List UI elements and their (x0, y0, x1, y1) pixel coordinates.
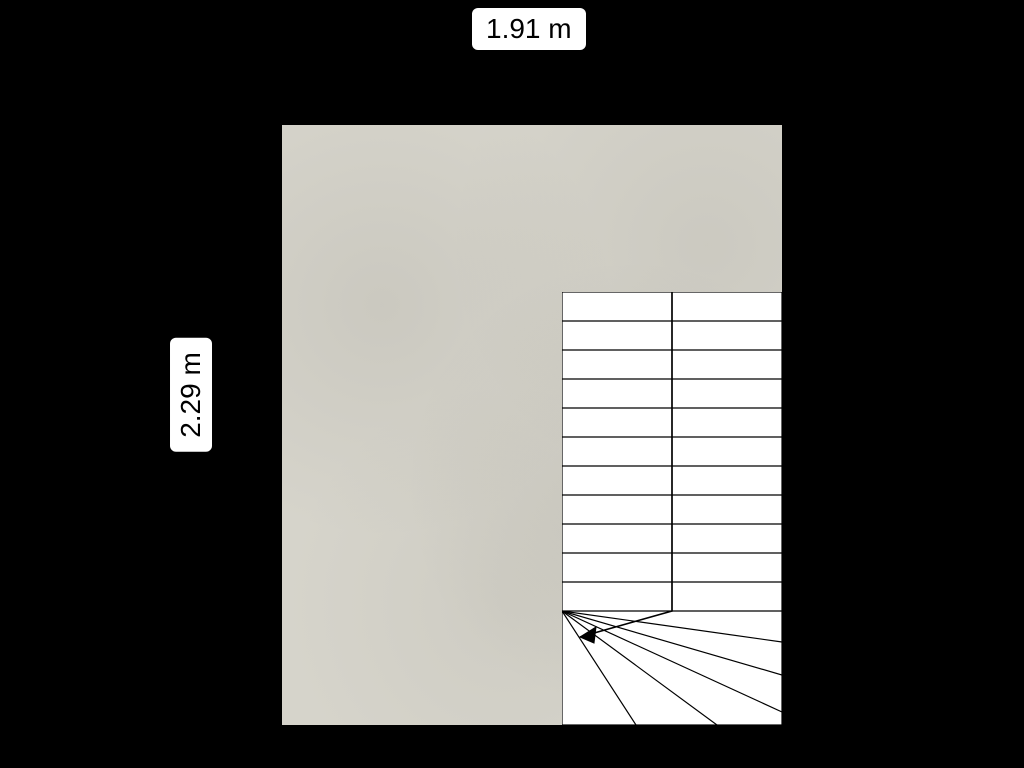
dimension-height-label: 2.29 m (170, 338, 212, 452)
dimension-width-label: 1.91 m (472, 8, 586, 50)
staircase (562, 292, 782, 725)
floorplan-canvas: { "type": "floorplan", "background_color… (0, 0, 1024, 768)
